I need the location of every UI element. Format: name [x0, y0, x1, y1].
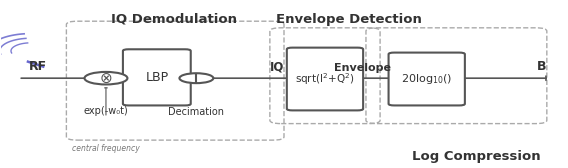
Text: Decimation: Decimation [168, 107, 224, 117]
Circle shape [85, 72, 127, 85]
Circle shape [179, 73, 214, 83]
FancyBboxPatch shape [123, 49, 191, 106]
Text: sqrt(I$^2$+Q$^2$): sqrt(I$^2$+Q$^2$) [295, 71, 354, 87]
Text: RF: RF [29, 60, 47, 73]
Text: exp(-w₀t): exp(-w₀t) [83, 106, 128, 116]
Text: 20log$_{10}$(): 20log$_{10}$() [401, 72, 452, 86]
Text: Log Compression: Log Compression [412, 150, 541, 163]
Text: IQ: IQ [270, 60, 285, 73]
Text: IQ Demodulation: IQ Demodulation [111, 13, 237, 26]
Text: LBP: LBP [145, 71, 168, 84]
Text: B: B [536, 60, 546, 73]
Text: $\otimes$: $\otimes$ [99, 71, 112, 86]
Text: central frequency: central frequency [72, 144, 140, 153]
FancyBboxPatch shape [389, 53, 465, 106]
Text: Envelope Detection: Envelope Detection [276, 13, 422, 26]
FancyBboxPatch shape [287, 48, 363, 110]
Text: Envelope: Envelope [333, 63, 391, 73]
